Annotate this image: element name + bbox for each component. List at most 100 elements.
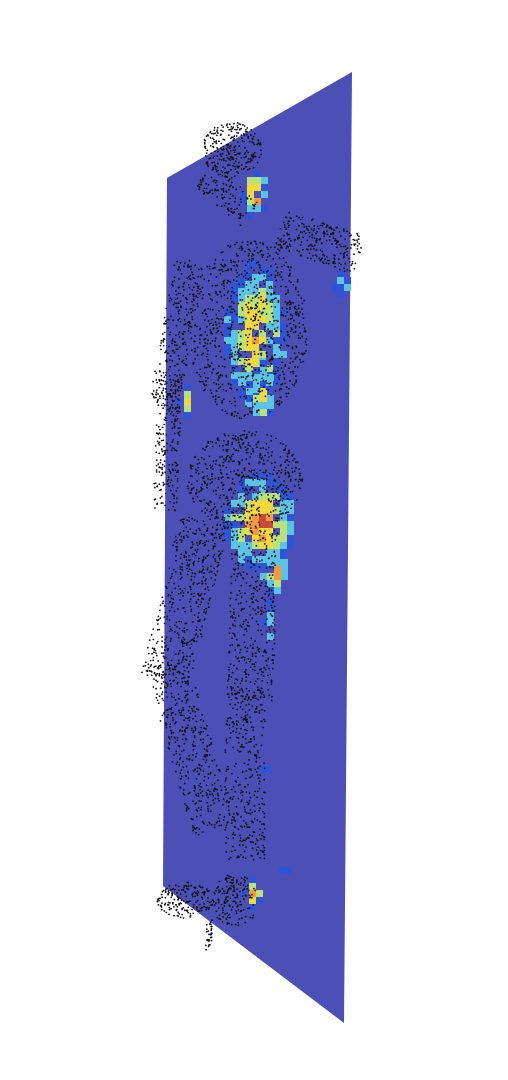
- point: [211, 168, 214, 171]
- point: [223, 159, 225, 162]
- point: [205, 923, 208, 926]
- point: [251, 399, 253, 401]
- point: [240, 510, 243, 513]
- point: [270, 299, 273, 301]
- point: [253, 745, 256, 748]
- point: [225, 184, 228, 186]
- point: [174, 420, 176, 423]
- point: [232, 687, 234, 689]
- point: [250, 637, 253, 640]
- point: [268, 287, 271, 289]
- point: [210, 332, 213, 335]
- point: [237, 508, 240, 510]
- point: [255, 771, 258, 773]
- point: [198, 582, 200, 584]
- point: [240, 476, 243, 479]
- point: [178, 406, 181, 408]
- point: [282, 257, 285, 259]
- point: [343, 270, 346, 272]
- point: [265, 582, 267, 584]
- point: [230, 177, 233, 179]
- point: [214, 150, 217, 153]
- point: [237, 721, 240, 723]
- point: [222, 909, 224, 912]
- point: [257, 261, 260, 263]
- point: [245, 628, 248, 630]
- point: [246, 647, 249, 649]
- point: [195, 892, 198, 895]
- point: [160, 502, 163, 505]
- point: [346, 247, 349, 250]
- point: [255, 757, 258, 760]
- point: [218, 497, 221, 499]
- point: [221, 171, 224, 174]
- heatmap-cell: [281, 573, 288, 580]
- point: [210, 565, 212, 567]
- point: [229, 522, 232, 525]
- point: [281, 278, 284, 281]
- point: [232, 786, 235, 788]
- point: [229, 333, 232, 336]
- point: [206, 486, 209, 489]
- point: [243, 469, 246, 471]
- point: [264, 720, 266, 723]
- point: [222, 145, 225, 148]
- point: [249, 523, 252, 526]
- point: [270, 680, 273, 682]
- point: [250, 504, 253, 507]
- point: [276, 272, 279, 274]
- point: [165, 371, 168, 374]
- point: [230, 181, 233, 184]
- point: [186, 353, 189, 356]
- point: [241, 554, 244, 557]
- point: [187, 311, 190, 314]
- point: [173, 631, 176, 633]
- point: [274, 274, 277, 277]
- point: [159, 428, 161, 431]
- point: [178, 407, 181, 410]
- point: [202, 758, 205, 761]
- point: [211, 371, 213, 374]
- point: [207, 440, 210, 443]
- point: [197, 891, 200, 894]
- point: [233, 682, 236, 685]
- point: [257, 382, 259, 385]
- point: [257, 510, 260, 513]
- point: [289, 491, 292, 493]
- point: [174, 571, 177, 573]
- point: [175, 334, 177, 337]
- point: [210, 501, 212, 504]
- point: [239, 531, 242, 534]
- point: [239, 323, 242, 325]
- point: [264, 649, 266, 651]
- heatmap-cell: [245, 344, 252, 351]
- point: [212, 900, 215, 903]
- heatmap-cell: [242, 890, 249, 897]
- point: [179, 557, 182, 560]
- point: [163, 910, 166, 912]
- point: [222, 166, 224, 169]
- point: [198, 773, 201, 775]
- point: [209, 793, 211, 796]
- point: [243, 270, 246, 272]
- point: [202, 380, 204, 383]
- point: [221, 482, 223, 484]
- point: [232, 876, 235, 879]
- point: [263, 762, 265, 764]
- point: [248, 585, 251, 587]
- point: [211, 132, 213, 135]
- point: [195, 542, 198, 544]
- heatmap-cell: [231, 316, 238, 323]
- point: [239, 572, 242, 575]
- point: [222, 182, 225, 185]
- point: [167, 746, 170, 749]
- point: [223, 433, 226, 436]
- point: [218, 345, 221, 348]
- point: [256, 498, 259, 500]
- point: [167, 904, 170, 906]
- point: [186, 567, 188, 570]
- point: [226, 880, 229, 883]
- point: [244, 786, 247, 788]
- point: [229, 327, 232, 330]
- point: [168, 736, 170, 739]
